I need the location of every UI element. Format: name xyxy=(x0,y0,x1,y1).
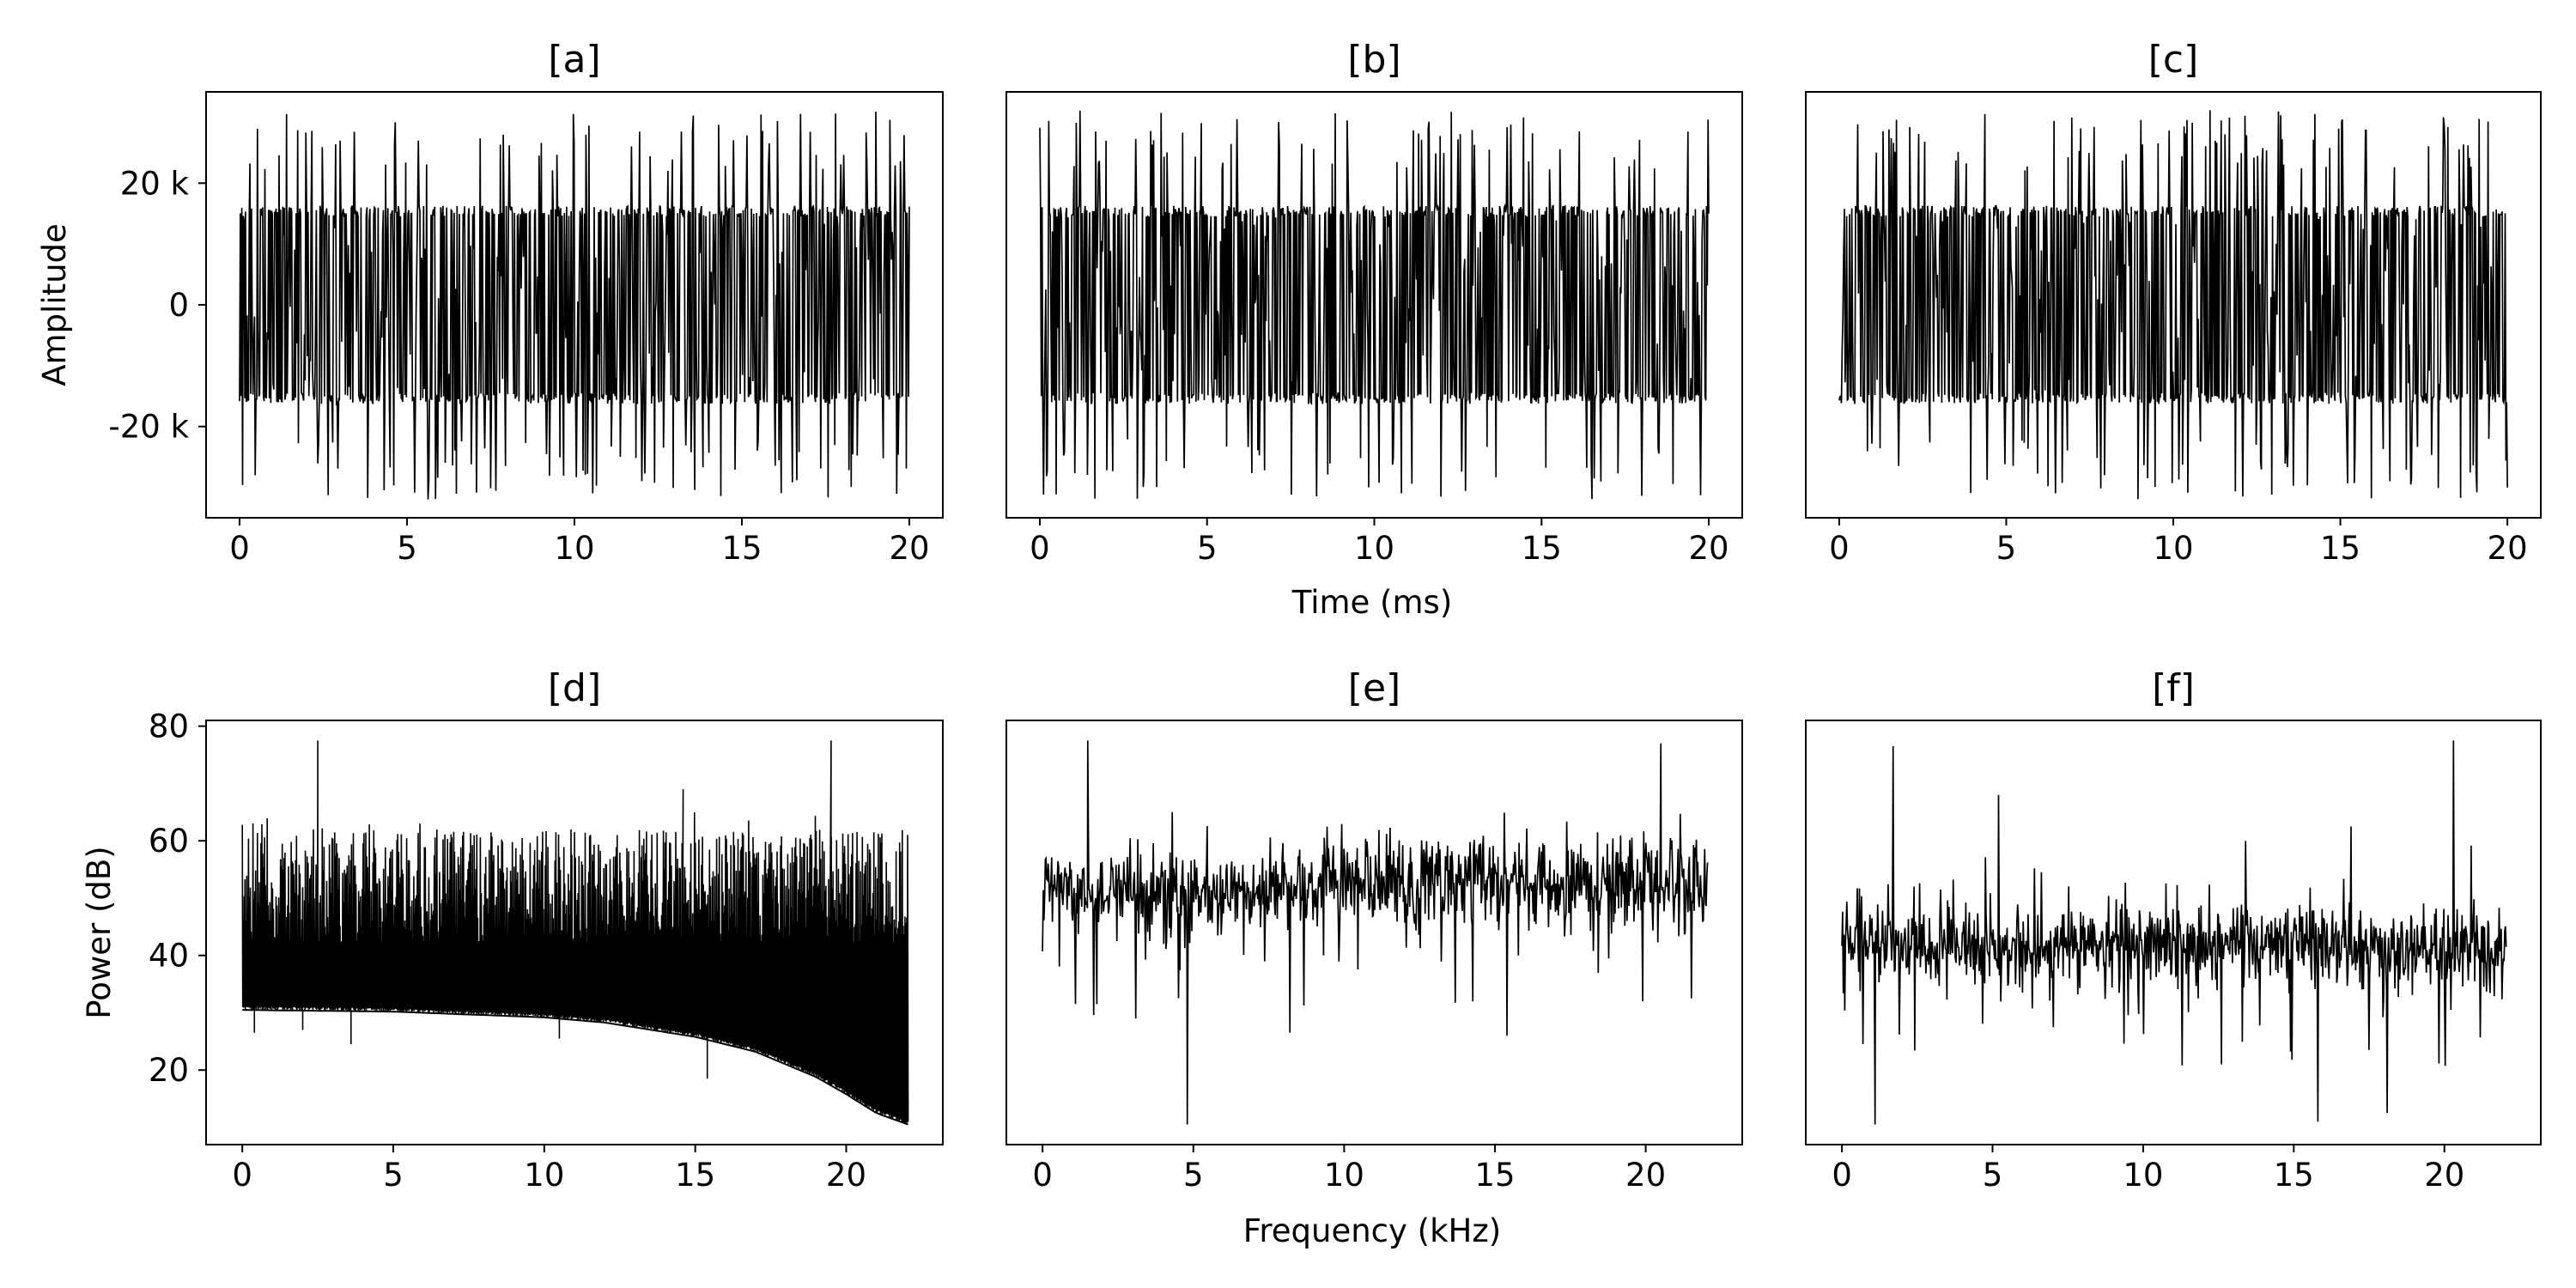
panel-d-xtick-label-1: 5 xyxy=(383,1157,404,1194)
panel-b-xtick-label-3: 15 xyxy=(1522,530,1562,567)
panel-e: 0 5 10 15 20 [e] xyxy=(1005,666,1743,1194)
panel-f-xtick-label-1: 5 xyxy=(1983,1157,2003,1194)
panel-e-xtick-label-3: 15 xyxy=(1474,1157,1515,1194)
panel-d-ytick-label-0: 20 xyxy=(149,1052,189,1089)
panel-f-xtick-label-4: 20 xyxy=(2424,1157,2464,1194)
panel-b-xtick-label-4: 20 xyxy=(1688,530,1728,567)
panel-e-title: [e] xyxy=(1348,666,1400,710)
panel-a: 0 5 10 15 20 -20 k 0 20 k [a] xyxy=(108,38,944,567)
panel-a-xtick-label-0: 0 xyxy=(229,530,250,567)
time-xlabel: Time (ms) xyxy=(1291,584,1453,621)
panel-f-series-line xyxy=(1841,740,2507,1125)
panel-f-axes-frame xyxy=(1805,720,2542,1145)
panel-b-title: [b] xyxy=(1347,38,1400,82)
panel-a-ytick-label-2: 20 k xyxy=(120,165,190,202)
panel-c: 0 5 10 15 20 [c] xyxy=(1805,38,2542,567)
power-ylabel: Power (dB) xyxy=(81,846,118,1018)
panel-a-xtick-label-1: 5 xyxy=(397,530,417,567)
panel-a-ytick-label-0: -20 k xyxy=(108,409,189,446)
panel-d-floor-region xyxy=(242,1010,908,1145)
panel-f-title: [f] xyxy=(2152,666,2195,710)
panel-a-title: [a] xyxy=(548,38,600,82)
panel-f-xtick-label-0: 0 xyxy=(1832,1157,1852,1194)
panel-b-xtick-label-0: 0 xyxy=(1030,530,1050,567)
panel-a-ytick-label-1: 0 xyxy=(168,287,189,324)
panel-d-axes-frame xyxy=(205,720,944,1145)
panel-d-ytick-label-2: 60 xyxy=(149,823,189,860)
panel-b-series-line xyxy=(1039,110,1710,500)
panel-c-xtick-label-1: 5 xyxy=(1996,530,2017,567)
panel-d-xtick-label-3: 15 xyxy=(675,1157,715,1194)
panel-c-xtick-label-2: 10 xyxy=(2153,530,2193,567)
frequency-xlabel: Frequency (kHz) xyxy=(1243,1212,1501,1249)
panel-e-axes-frame xyxy=(1005,720,1743,1145)
panel-f-xtick-label-2: 10 xyxy=(2123,1157,2163,1194)
panel-b: 0 5 10 15 20 [b] xyxy=(1005,38,1743,567)
panel-c-xtick-label-4: 20 xyxy=(2488,530,2528,567)
panel-e-series-line xyxy=(1042,740,1709,1125)
panel-a-xtick-label-3: 15 xyxy=(721,530,762,567)
panel-d: 0 5 10 15 20 20 40 60 80 [d] xyxy=(149,666,944,1194)
panel-e-xtick-label-4: 20 xyxy=(1625,1157,1666,1194)
panel-c-xtick-label-0: 0 xyxy=(1829,530,1850,567)
panel-c-xtick-label-3: 15 xyxy=(2320,530,2360,567)
panel-c-title: [c] xyxy=(2148,38,2199,82)
panel-d-xtick-label-2: 10 xyxy=(524,1157,564,1194)
panel-a-xtick-label-2: 10 xyxy=(554,530,594,567)
panel-b-xtick-label-1: 5 xyxy=(1197,530,1218,567)
panel-c-series-line xyxy=(1838,110,2508,500)
panel-d-xtick-label-4: 20 xyxy=(826,1157,866,1194)
panel-d-xtick-label-0: 0 xyxy=(232,1157,252,1194)
panel-d-floor-envelope xyxy=(242,1009,908,1126)
panel-e-xtick-label-0: 0 xyxy=(1032,1157,1053,1194)
panel-d-series-line xyxy=(241,740,909,1124)
panel-b-xtick-label-2: 10 xyxy=(1354,530,1394,567)
panel-e-xtick-label-2: 10 xyxy=(1324,1157,1364,1194)
panel-f: 0 5 10 15 20 [f] xyxy=(1805,666,2542,1194)
panel-a-xtick-label-4: 20 xyxy=(889,530,929,567)
panel-d-ytick-label-1: 40 xyxy=(149,938,189,975)
panel-e-xtick-label-1: 5 xyxy=(1183,1157,1204,1194)
panel-d-ytick-label-3: 80 xyxy=(149,708,189,745)
panel-f-xtick-label-3: 15 xyxy=(2274,1157,2314,1194)
panel-a-series-line xyxy=(239,111,910,500)
panel-d-title: [d] xyxy=(548,666,601,710)
amplitude-ylabel: Amplitude xyxy=(36,223,73,386)
